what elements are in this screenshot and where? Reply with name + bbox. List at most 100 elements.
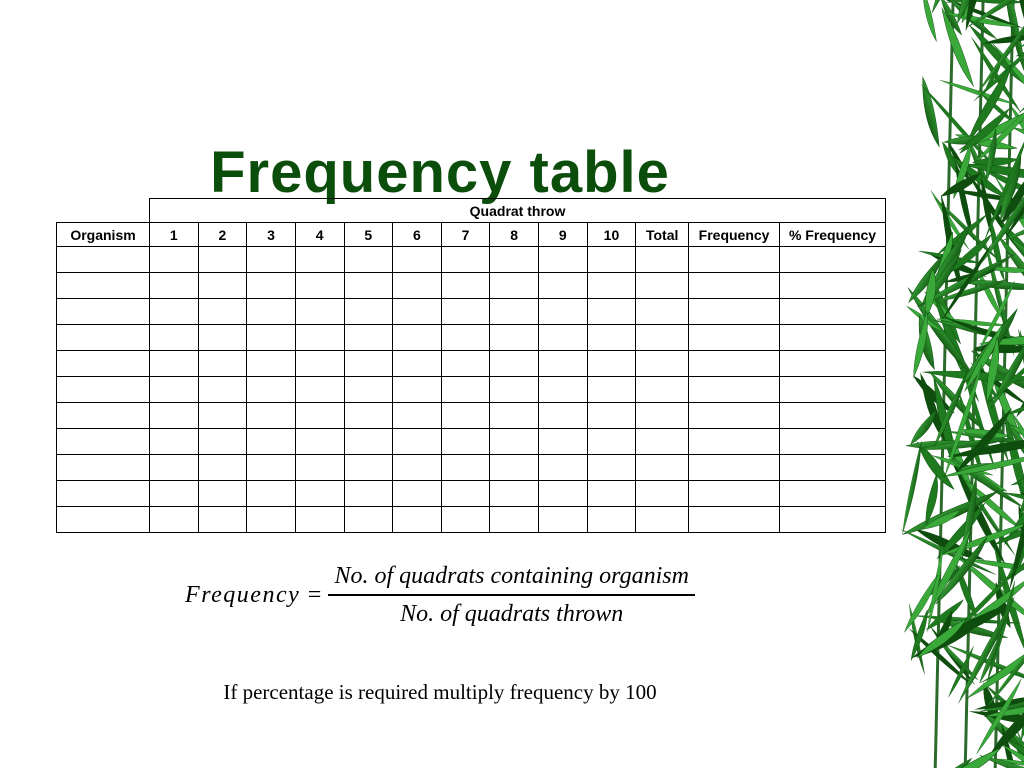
table-row — [57, 299, 886, 325]
table-cell — [539, 429, 588, 455]
table-cell — [393, 325, 442, 351]
table-cell — [587, 403, 636, 429]
table-cell — [247, 455, 296, 481]
table-cell — [441, 273, 490, 299]
table-cell — [780, 351, 886, 377]
table-cell — [247, 429, 296, 455]
table-cell — [247, 481, 296, 507]
table-row — [57, 403, 886, 429]
table-cell — [441, 507, 490, 533]
table-cell — [295, 325, 344, 351]
table-cell — [490, 377, 539, 403]
table-cell — [150, 403, 199, 429]
table-cell — [539, 325, 588, 351]
table-cell — [780, 377, 886, 403]
table-cell — [539, 403, 588, 429]
formula-fraction: No. of quadrats containing organism No. … — [328, 560, 694, 631]
table-cell — [247, 273, 296, 299]
col-header-throw-2: 2 — [198, 223, 247, 247]
table-cell — [198, 299, 247, 325]
table-cell — [247, 507, 296, 533]
table-cell — [344, 377, 393, 403]
table-cell — [295, 299, 344, 325]
table-cell — [689, 403, 780, 429]
table-cell — [587, 351, 636, 377]
table-cell — [780, 403, 886, 429]
col-header-organism: Organism — [57, 223, 150, 247]
table-cell — [57, 377, 150, 403]
table-cell — [393, 455, 442, 481]
col-header-throw-7: 7 — [441, 223, 490, 247]
table-cell — [150, 429, 199, 455]
table-cell — [57, 481, 150, 507]
table-cell — [441, 403, 490, 429]
table-cell — [247, 299, 296, 325]
col-header-total: Total — [636, 223, 689, 247]
formula-numerator: No. of quadrats containing organism — [328, 560, 694, 596]
table-cell — [393, 273, 442, 299]
table-cell — [780, 273, 886, 299]
table-cell — [441, 481, 490, 507]
table-cell — [780, 299, 886, 325]
table-cell — [295, 247, 344, 273]
table-cell — [587, 299, 636, 325]
table-cell — [441, 455, 490, 481]
table-cell — [247, 377, 296, 403]
table-cell — [393, 299, 442, 325]
table-cell — [689, 325, 780, 351]
table-cell — [247, 403, 296, 429]
table-cell — [689, 455, 780, 481]
table-cell — [636, 325, 689, 351]
table-cell — [636, 299, 689, 325]
table-cell — [198, 403, 247, 429]
table-cell — [587, 325, 636, 351]
table-cell — [490, 247, 539, 273]
table-cell — [198, 247, 247, 273]
table-row — [57, 247, 886, 273]
table-cell — [441, 247, 490, 273]
table-cell — [393, 403, 442, 429]
table-cell — [150, 247, 199, 273]
table-cell — [344, 507, 393, 533]
table-cell — [587, 455, 636, 481]
table-cell — [393, 429, 442, 455]
table-cell — [393, 481, 442, 507]
table-cell — [295, 429, 344, 455]
table-cell — [295, 403, 344, 429]
table-cell — [441, 325, 490, 351]
table-cell — [57, 455, 150, 481]
table-row — [57, 325, 886, 351]
table-cell — [150, 481, 199, 507]
table-cell — [587, 481, 636, 507]
table-cell — [198, 481, 247, 507]
table-cell — [344, 273, 393, 299]
table-cell — [689, 299, 780, 325]
table-cell — [636, 481, 689, 507]
col-header-pct-frequency: % Frequency — [780, 223, 886, 247]
table-cell — [295, 377, 344, 403]
table-cell — [441, 377, 490, 403]
table-cell — [198, 507, 247, 533]
table-cell — [636, 507, 689, 533]
table-cell — [587, 273, 636, 299]
table-cell — [539, 507, 588, 533]
table-cell — [150, 507, 199, 533]
table-cell — [490, 299, 539, 325]
table-row — [57, 273, 886, 299]
table-cell — [780, 481, 886, 507]
table-cell — [587, 247, 636, 273]
col-header-throw-9: 9 — [539, 223, 588, 247]
table-cell — [636, 403, 689, 429]
col-header-throw-8: 8 — [490, 223, 539, 247]
col-header-throw-4: 4 — [295, 223, 344, 247]
col-header-throw-6: 6 — [393, 223, 442, 247]
table-cell — [295, 455, 344, 481]
table-cell — [344, 299, 393, 325]
table-cell — [490, 455, 539, 481]
table-cell — [689, 481, 780, 507]
table-cell — [636, 377, 689, 403]
table-cell — [57, 429, 150, 455]
table-cell — [689, 377, 780, 403]
table-row — [57, 351, 886, 377]
table-row — [57, 481, 886, 507]
